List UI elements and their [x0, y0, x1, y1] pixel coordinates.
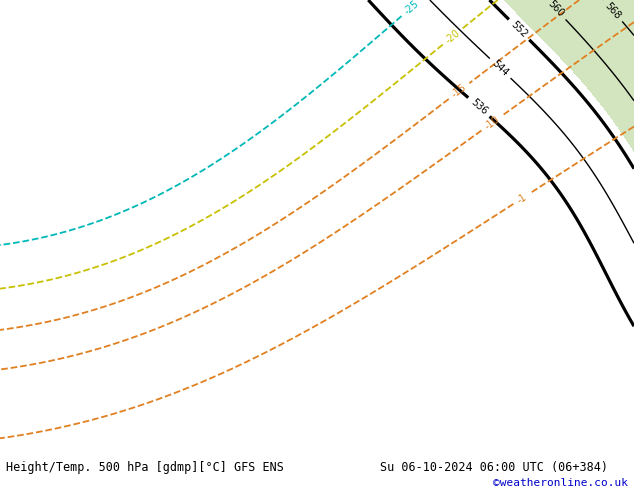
Text: -20: -20 [443, 27, 462, 46]
Text: Height/Temp. 500 hPa [gdmp][°C] GFS ENS: Height/Temp. 500 hPa [gdmp][°C] GFS ENS [6, 461, 284, 474]
Text: -1: -1 [515, 192, 528, 205]
Text: ©weatheronline.co.uk: ©weatheronline.co.uk [493, 478, 628, 489]
Text: 544: 544 [490, 58, 510, 78]
Text: 560: 560 [546, 0, 566, 19]
Text: Su 06-10-2024 06:00 UTC (06+384): Su 06-10-2024 06:00 UTC (06+384) [380, 461, 609, 474]
Text: 536: 536 [469, 97, 489, 117]
Text: -15: -15 [450, 82, 469, 100]
Text: -25: -25 [402, 0, 421, 17]
Text: 552: 552 [509, 20, 529, 40]
Text: 568: 568 [603, 0, 623, 21]
Text: -10: -10 [482, 114, 501, 132]
